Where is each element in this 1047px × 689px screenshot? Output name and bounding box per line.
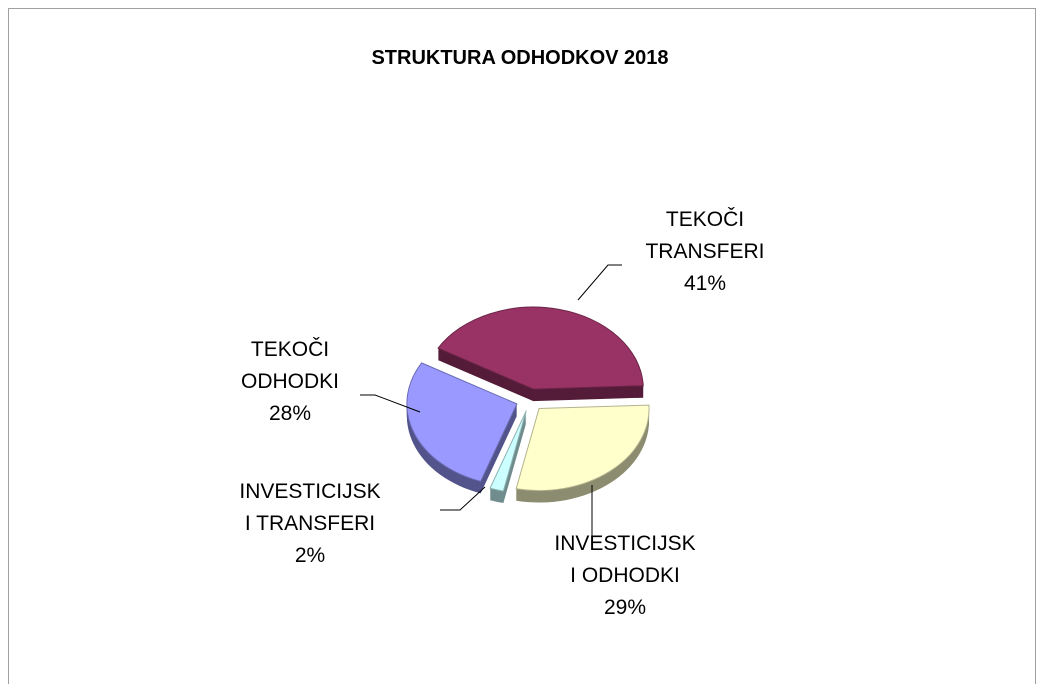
chart-title: STRUKTURA ODHODKOV 2018 [371, 47, 668, 69]
data-label: TEKOČI ODHODKI [241, 338, 339, 393]
slice [489, 410, 527, 503]
leader-line [577, 264, 622, 301]
value-label: 2% [295, 544, 325, 567]
slice [437, 306, 644, 402]
slice [406, 362, 518, 494]
slice-top [515, 404, 650, 492]
data-label: INVESTICIJSK I TRANSFERI [239, 480, 380, 535]
slice-top [406, 362, 518, 482]
value-label: 28% [269, 402, 311, 425]
slice-top [489, 410, 527, 492]
leader-line [440, 486, 486, 511]
slice-top [437, 306, 644, 390]
slice [515, 404, 650, 503]
data-label: INVESTICIJSK I ODHODKI [554, 532, 695, 587]
data-label: TEKOČI TRANSFERI [645, 208, 764, 263]
value-label: 29% [604, 596, 646, 619]
value-label: 41% [684, 272, 726, 295]
leader-line [360, 394, 421, 413]
